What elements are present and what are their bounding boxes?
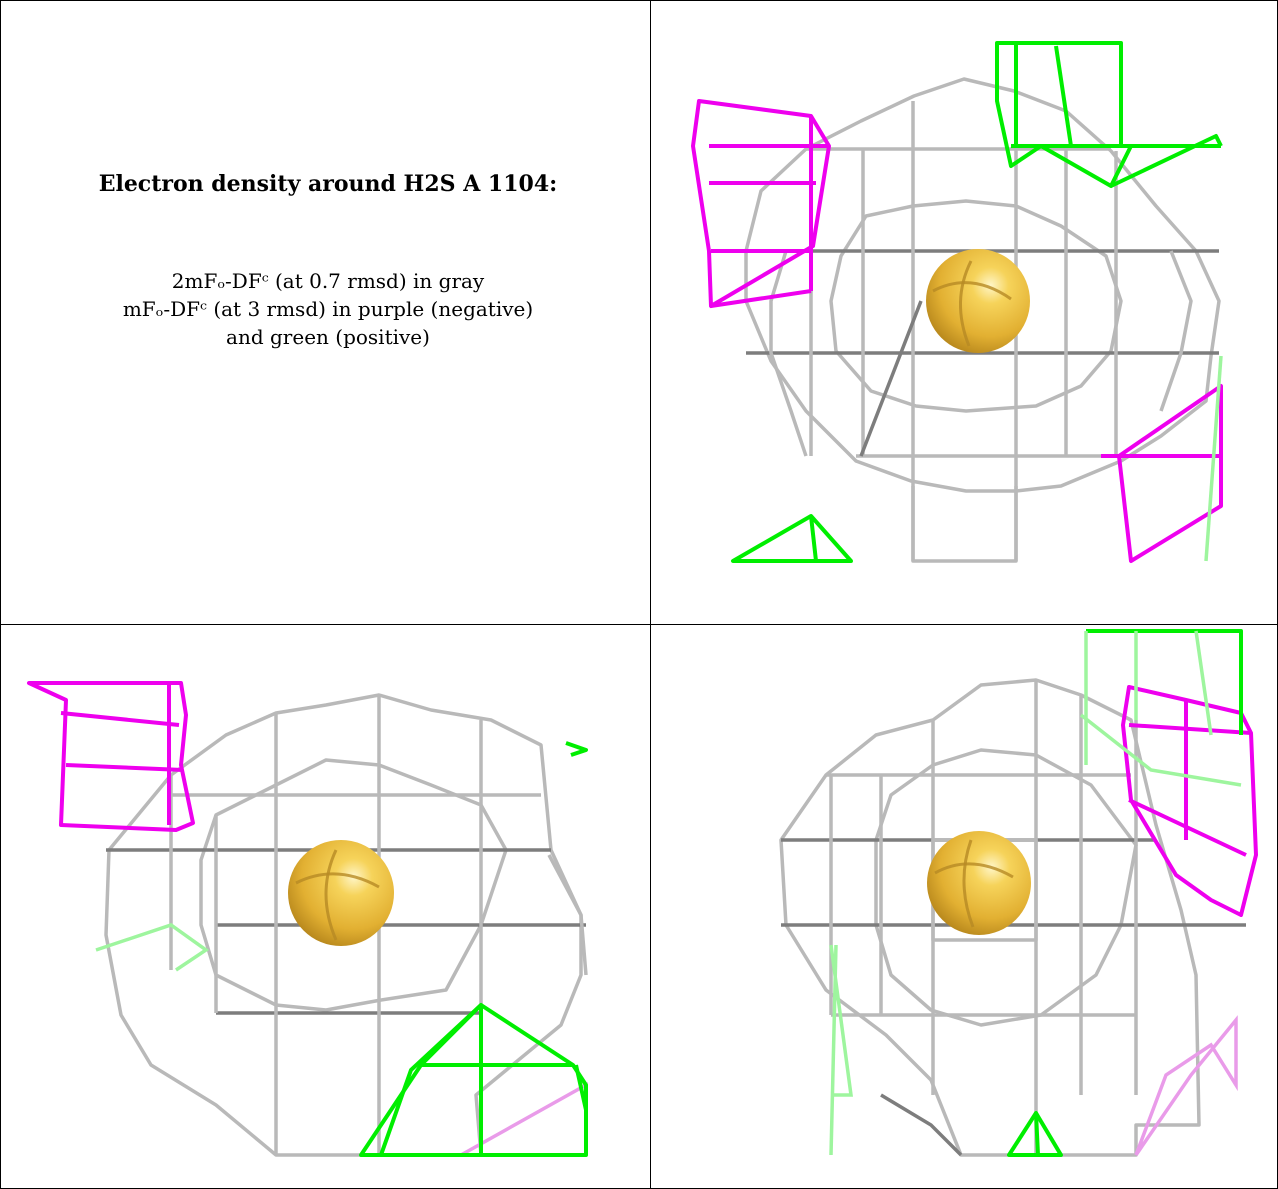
density-view-3-svg bbox=[779, 629, 1258, 1157]
density-view-1 bbox=[651, 1, 1278, 625]
gray-mesh bbox=[779, 678, 1246, 1157]
atom-sphere bbox=[927, 831, 1031, 935]
caption-cell: Electron density around H2S A 1104: 2mFₒ… bbox=[1, 1, 651, 625]
caption: Electron density around H2S A 1104: 2mFₒ… bbox=[23, 171, 633, 351]
caption-title: Electron density around H2S A 1104: bbox=[98, 171, 558, 197]
caption-line-2: mFₒ-DFᶜ (at 3 rmsd) in purple (negative) bbox=[122, 297, 534, 321]
caption-line-1: 2mFₒ-DFᶜ (at 0.7 rmsd) in gray bbox=[171, 269, 485, 293]
atom-sphere bbox=[926, 249, 1030, 353]
positive-density bbox=[829, 629, 1243, 1157]
positive-density bbox=[359, 741, 588, 1157]
density-view-1-svg bbox=[691, 41, 1223, 563]
gray-mesh bbox=[744, 77, 1221, 563]
negative-density bbox=[1121, 685, 1258, 1156]
atom-sphere bbox=[288, 840, 394, 946]
positive-density bbox=[731, 41, 1223, 563]
density-view-2 bbox=[1, 625, 651, 1189]
density-view-3 bbox=[651, 625, 1278, 1189]
negative-density bbox=[691, 99, 1223, 563]
caption-line-3: and green (positive) bbox=[226, 325, 430, 349]
gray-mesh bbox=[95, 693, 588, 1157]
density-view-2-svg bbox=[27, 681, 588, 1157]
